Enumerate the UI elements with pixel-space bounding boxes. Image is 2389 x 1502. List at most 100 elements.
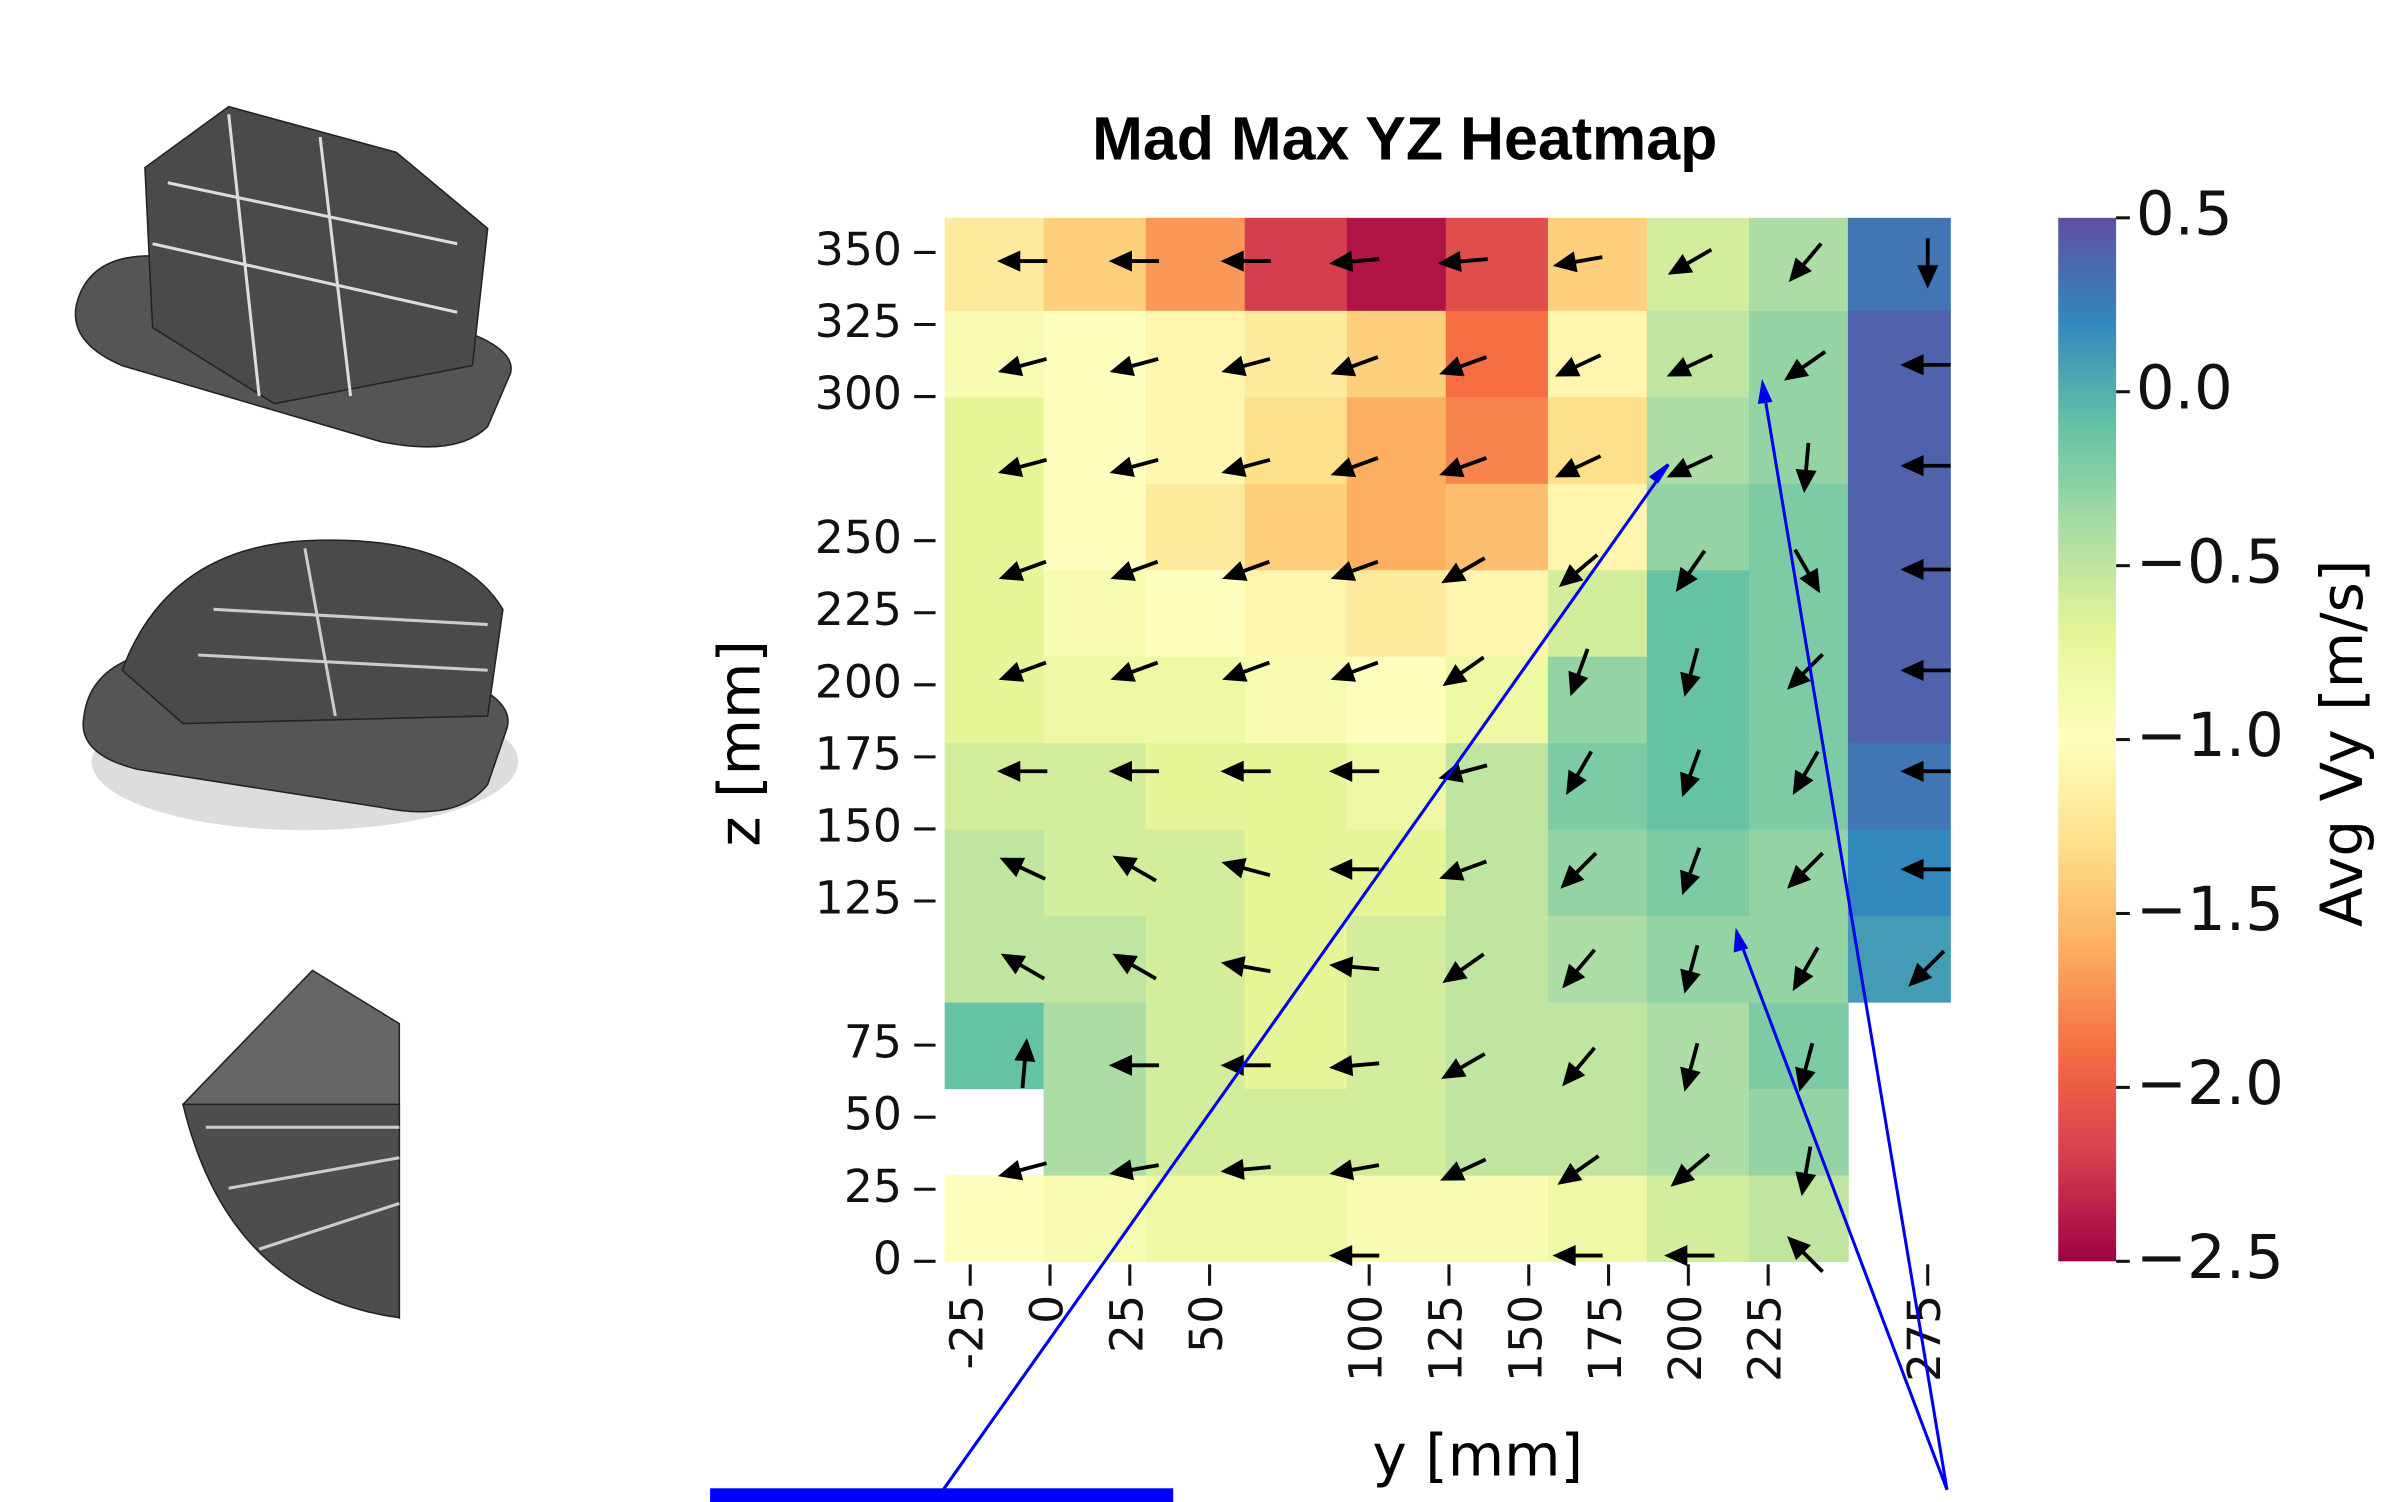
y-tick-label: 150 — [815, 799, 902, 852]
heatmap-cell — [1347, 218, 1447, 311]
heatmap-cell — [1347, 1175, 1447, 1262]
heatmap-cell — [1146, 483, 1246, 570]
heatmap-cell — [1647, 656, 1750, 743]
heatmap-cell — [1245, 656, 1348, 743]
heatmap-cell — [1446, 218, 1549, 311]
colorbar-tick-label: −1.0 — [2136, 700, 2284, 771]
y-tick-label: 25 — [844, 1160, 902, 1213]
x-tick-label: 225 — [1739, 1295, 1792, 1382]
heatmap-cell — [1347, 1088, 1447, 1175]
y-tick-label: 175 — [815, 727, 902, 780]
heatmap-cell — [1749, 570, 1849, 657]
heatmap-cell — [1647, 829, 1750, 916]
heatmap-cell — [1749, 1088, 1849, 1175]
y-tick-label: 300 — [815, 367, 902, 420]
heatmap-cell — [1848, 829, 1951, 916]
heatmap-cell — [1044, 1175, 1147, 1262]
x-tick-label: 125 — [1419, 1295, 1472, 1382]
heatmap-cell — [1044, 1002, 1147, 1089]
x-tick-label: 25 — [1100, 1295, 1153, 1353]
heatmap-cell — [1044, 829, 1147, 916]
colorbar-tick-label: −2.5 — [2136, 1222, 2284, 1293]
heatmap-cell — [1446, 310, 1549, 397]
y-tick-label: 75 — [844, 1016, 902, 1069]
heatmap-cell — [1245, 310, 1348, 397]
heatmap-cell — [1044, 570, 1147, 657]
heatmap-cell — [1647, 570, 1750, 657]
heatmap-cell — [1848, 570, 1951, 657]
heatmap-cell — [1347, 915, 1447, 1002]
x-tick-label: 275 — [1898, 1295, 1951, 1382]
heatmap-cell — [1446, 1175, 1549, 1262]
heatmap-cell — [1848, 397, 1951, 484]
chart: Mad Max YZ Heatmap 0 25 50 75 125 150 175 200 22… — [0, 0, 2389, 1502]
x-tick-label: 50 — [1180, 1295, 1233, 1353]
heatmap-cell — [1848, 483, 1951, 570]
heatmap-cell — [1245, 1002, 1348, 1089]
heatmap-cell — [1146, 742, 1246, 829]
heatmap-cell — [1245, 570, 1348, 657]
x-tick-label: 175 — [1579, 1295, 1632, 1382]
heatmap-cell — [1347, 570, 1447, 657]
y-tick-label: 200 — [815, 655, 902, 708]
heatmap-cell — [1044, 310, 1147, 397]
heatmap-cell — [1548, 483, 1648, 570]
heatmap-cell — [945, 570, 1045, 657]
heatmap-cell — [1347, 397, 1447, 484]
heatmap-cell — [945, 397, 1045, 484]
heatmap-cell — [1446, 483, 1549, 570]
heatmap-cell — [1347, 310, 1447, 397]
heatmap-cell — [1848, 218, 1951, 311]
heatmap-cell — [1647, 915, 1750, 1002]
heatmap-cell — [1548, 310, 1648, 397]
y-tick-label: 325 — [815, 295, 902, 348]
heatmap-cell — [1146, 915, 1246, 1002]
y-tick-label: 50 — [844, 1088, 902, 1141]
heatmap-cell — [1446, 1088, 1549, 1175]
heatmap-cell — [1146, 656, 1246, 743]
model-render-2 — [83, 540, 518, 830]
heatmap-cell — [1245, 483, 1348, 570]
heatmap-cell — [1146, 1002, 1246, 1089]
heatmap-cell — [1245, 1088, 1348, 1175]
colorbar-tick-label: −0.5 — [2136, 526, 2284, 597]
colorbar-tick-label: −1.5 — [2136, 874, 2284, 945]
y-tick-label: 350 — [815, 223, 902, 276]
heatmap-cell — [1848, 310, 1951, 397]
heatmap-cell — [1647, 1175, 1750, 1262]
heatmap-cell — [945, 218, 1045, 311]
heatmap-cell — [1548, 829, 1648, 916]
heatmap-cell — [1347, 829, 1447, 916]
heatmap-cell — [1245, 742, 1348, 829]
heatmap-cell — [1347, 1002, 1447, 1089]
heatmap-cell — [1044, 1088, 1147, 1175]
heatmap-cell — [1647, 310, 1750, 397]
x-tick-label: 100 — [1340, 1295, 1393, 1382]
heatmap-cell — [1647, 218, 1750, 311]
heatmap-cell — [1548, 915, 1648, 1002]
heatmap-cell — [1044, 742, 1147, 829]
colorbar — [2058, 218, 2116, 1261]
heatmap-cell — [1347, 483, 1447, 570]
heatmap-cell — [1548, 1175, 1648, 1262]
y-tick-label: 0 — [873, 1232, 902, 1285]
heatmap-cell — [1548, 1088, 1648, 1175]
heatmap-cell — [945, 483, 1045, 570]
colorbar-tick-label: −2.0 — [2136, 1048, 2284, 1119]
heatmap-cell — [945, 915, 1045, 1002]
y-tick-label: 250 — [815, 511, 902, 564]
heatmap-cell — [1446, 570, 1549, 657]
heatmap-cell — [945, 310, 1045, 397]
chart-title: Mad Max YZ Heatmap — [1092, 104, 1717, 172]
colorbar-tick-label: 0.5 — [2136, 178, 2233, 249]
heatmap-cell — [1146, 310, 1246, 397]
heatmap-cell — [1146, 829, 1246, 916]
heatmap-cell — [1848, 742, 1951, 829]
heatmap-cell — [945, 1175, 1045, 1262]
y-tick-label: 225 — [815, 583, 902, 636]
heatmap-cell — [1245, 1175, 1348, 1262]
heatmap-cell — [1446, 656, 1549, 743]
heatmap-cell — [1749, 915, 1849, 1002]
heatmap-cell — [1548, 742, 1648, 829]
x-tick-label: 200 — [1659, 1295, 1712, 1382]
